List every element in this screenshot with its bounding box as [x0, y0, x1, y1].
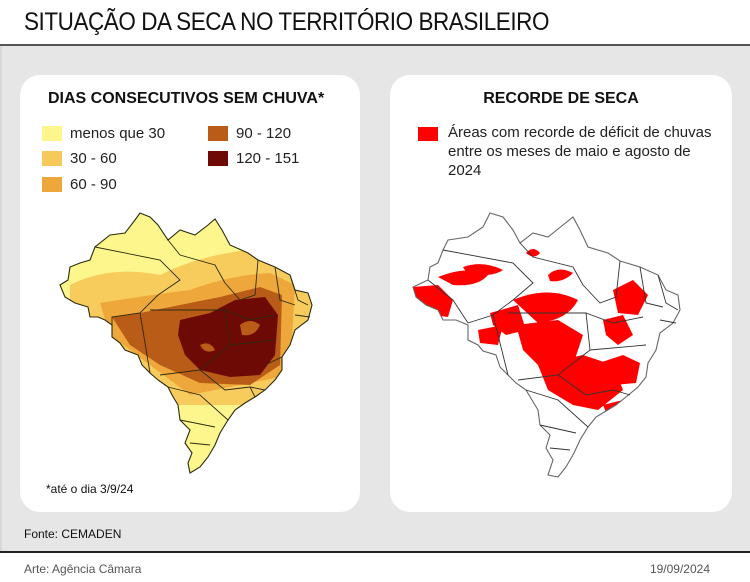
legend-swatch — [42, 177, 62, 192]
footer-divider — [0, 551, 750, 553]
legend-swatch — [418, 127, 438, 141]
legend-swatch — [42, 151, 62, 166]
legend-label: menos que 30 — [70, 125, 166, 142]
legend-item-60-90: 60 - 90 — [42, 176, 117, 193]
legend-label: 120 - 151 — [236, 150, 300, 167]
brazil-drought-record-map — [412, 212, 681, 478]
legend-item-30-60: 30 - 60 — [42, 150, 117, 167]
legend-item-90-120: 90 - 120 — [208, 125, 291, 142]
dry-days-map-title: DIAS CONSECUTIVOS SEM CHUVA* — [48, 90, 325, 107]
legend-item-less-30: menos que 30 — [42, 125, 165, 142]
drought-record-map-title: RECORDE DE SECA — [483, 90, 639, 107]
publication-date: 19/09/2024 — [649, 562, 710, 576]
title-divider — [0, 44, 750, 46]
legend-item-120-151: 120 - 151 — [208, 150, 299, 167]
record-legend-item: Áreas com recorde de déficit de chuvas e… — [418, 123, 728, 180]
legend-swatch — [208, 151, 228, 166]
drought-record-map-card: RECORDE DE SECA Áreas com recorde de déf… — [390, 75, 732, 512]
legend-label: 30 - 60 — [70, 150, 117, 167]
brazil-dry-days-map — [59, 212, 313, 474]
legend-swatch — [42, 126, 62, 141]
dry-days-map-card: DIAS CONSECUTIVOS SEM CHUVA* menos que 3… — [20, 75, 360, 512]
art-credit: Arte: Agência Câmara — [24, 562, 142, 576]
date-note: *até o dia 3/9/24 — [46, 482, 134, 496]
page-title: SITUAÇÃO DA SECA NO TERRITÓRIO BRASILEIR… — [24, 8, 550, 36]
source-label: Fonte: CEMADEN — [24, 527, 122, 541]
legend-label: 90 - 120 — [236, 125, 292, 142]
legend-label: Áreas com recorde de déficit de chuvas e… — [448, 124, 712, 179]
legend-swatch — [208, 126, 228, 141]
legend-label: 60 - 90 — [70, 176, 117, 193]
